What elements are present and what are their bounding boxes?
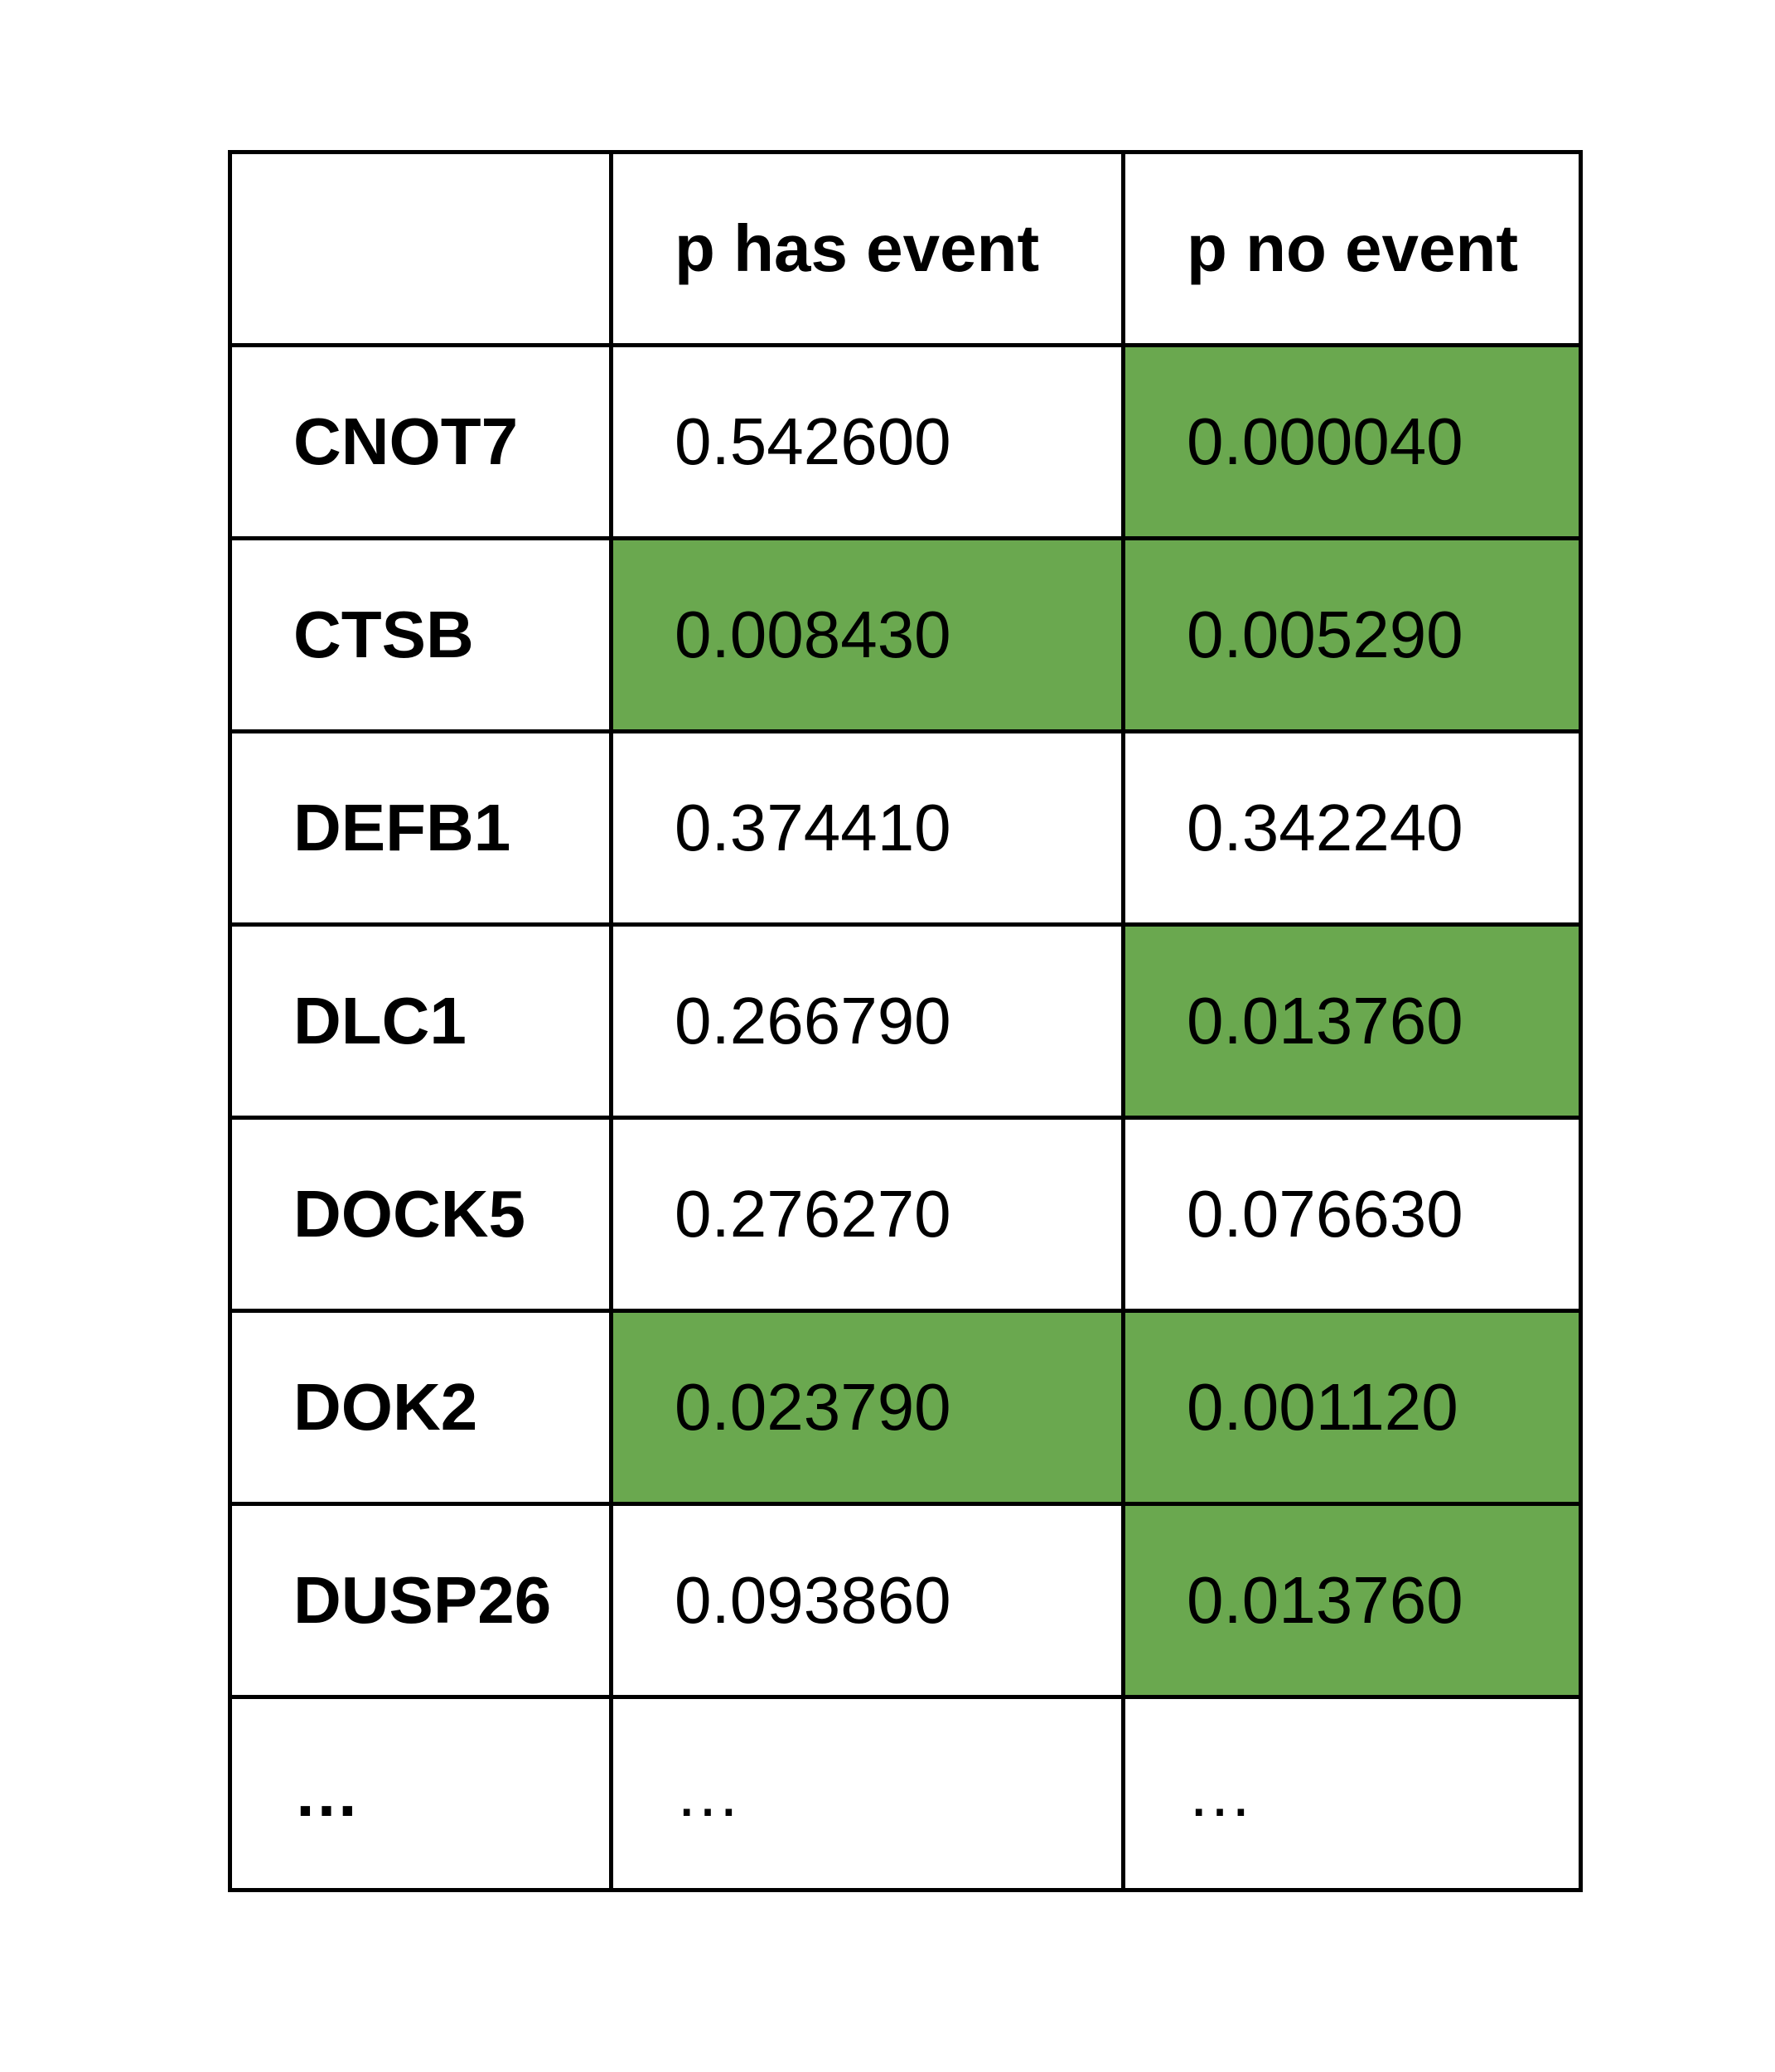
gene-label: CNOT7	[228, 343, 613, 540]
p-has-event-cell: 0.374410	[609, 729, 1125, 927]
table-row: DOCK5 0.276270 0.076630	[228, 1116, 1583, 1313]
gene-label: CTSB	[228, 536, 613, 733]
p-value-table: p has event p no event CNOT7 0.542600 0.…	[228, 150, 1583, 1892]
ellipsis-label: …	[228, 1695, 613, 1892]
gene-label: DUSP26	[228, 1502, 613, 1699]
p-has-event-cell: 0.023790	[609, 1309, 1125, 1506]
p-no-event-cell: 0.342240	[1121, 729, 1583, 927]
p-no-event-cell: 0.000040	[1121, 343, 1583, 540]
table-row: DOK2 0.023790 0.001120	[228, 1309, 1583, 1506]
gene-label: DLC1	[228, 922, 613, 1120]
header-row: p has event p no event	[228, 150, 1583, 347]
p-has-event-cell: 0.542600	[609, 343, 1125, 540]
p-has-event-cell: 0.266790	[609, 922, 1125, 1120]
ellipsis-cell: …	[609, 1695, 1125, 1892]
table-row: DLC1 0.266790 0.013760	[228, 922, 1583, 1120]
gene-label: DOK2	[228, 1309, 613, 1506]
gene-label: DEFB1	[228, 729, 613, 927]
p-no-event-cell: 0.013760	[1121, 922, 1583, 1120]
p-no-event-cell: 0.005290	[1121, 536, 1583, 733]
table-row: CTSB 0.008430 0.005290	[228, 536, 1583, 733]
gene-label: DOCK5	[228, 1116, 613, 1313]
p-has-event-cell: 0.008430	[609, 536, 1125, 733]
p-no-event-cell: 0.001120	[1121, 1309, 1583, 1506]
p-no-event-cell: 0.076630	[1121, 1116, 1583, 1313]
table-row: … … …	[228, 1695, 1583, 1892]
p-has-event-cell: 0.093860	[609, 1502, 1125, 1699]
p-has-event-cell: 0.276270	[609, 1116, 1125, 1313]
header-p-no-event: p no event	[1121, 150, 1583, 347]
header-p-has-event: p has event	[609, 150, 1125, 347]
table-row: DEFB1 0.374410 0.342240	[228, 729, 1583, 927]
header-cell-empty	[228, 150, 613, 347]
table-row: DUSP26 0.093860 0.013760	[228, 1502, 1583, 1699]
ellipsis-cell: …	[1121, 1695, 1583, 1892]
p-no-event-cell: 0.013760	[1121, 1502, 1583, 1699]
p-value-table-container: p has event p no event CNOT7 0.542600 0.…	[228, 150, 1583, 1892]
table-row: CNOT7 0.542600 0.000040	[228, 343, 1583, 540]
